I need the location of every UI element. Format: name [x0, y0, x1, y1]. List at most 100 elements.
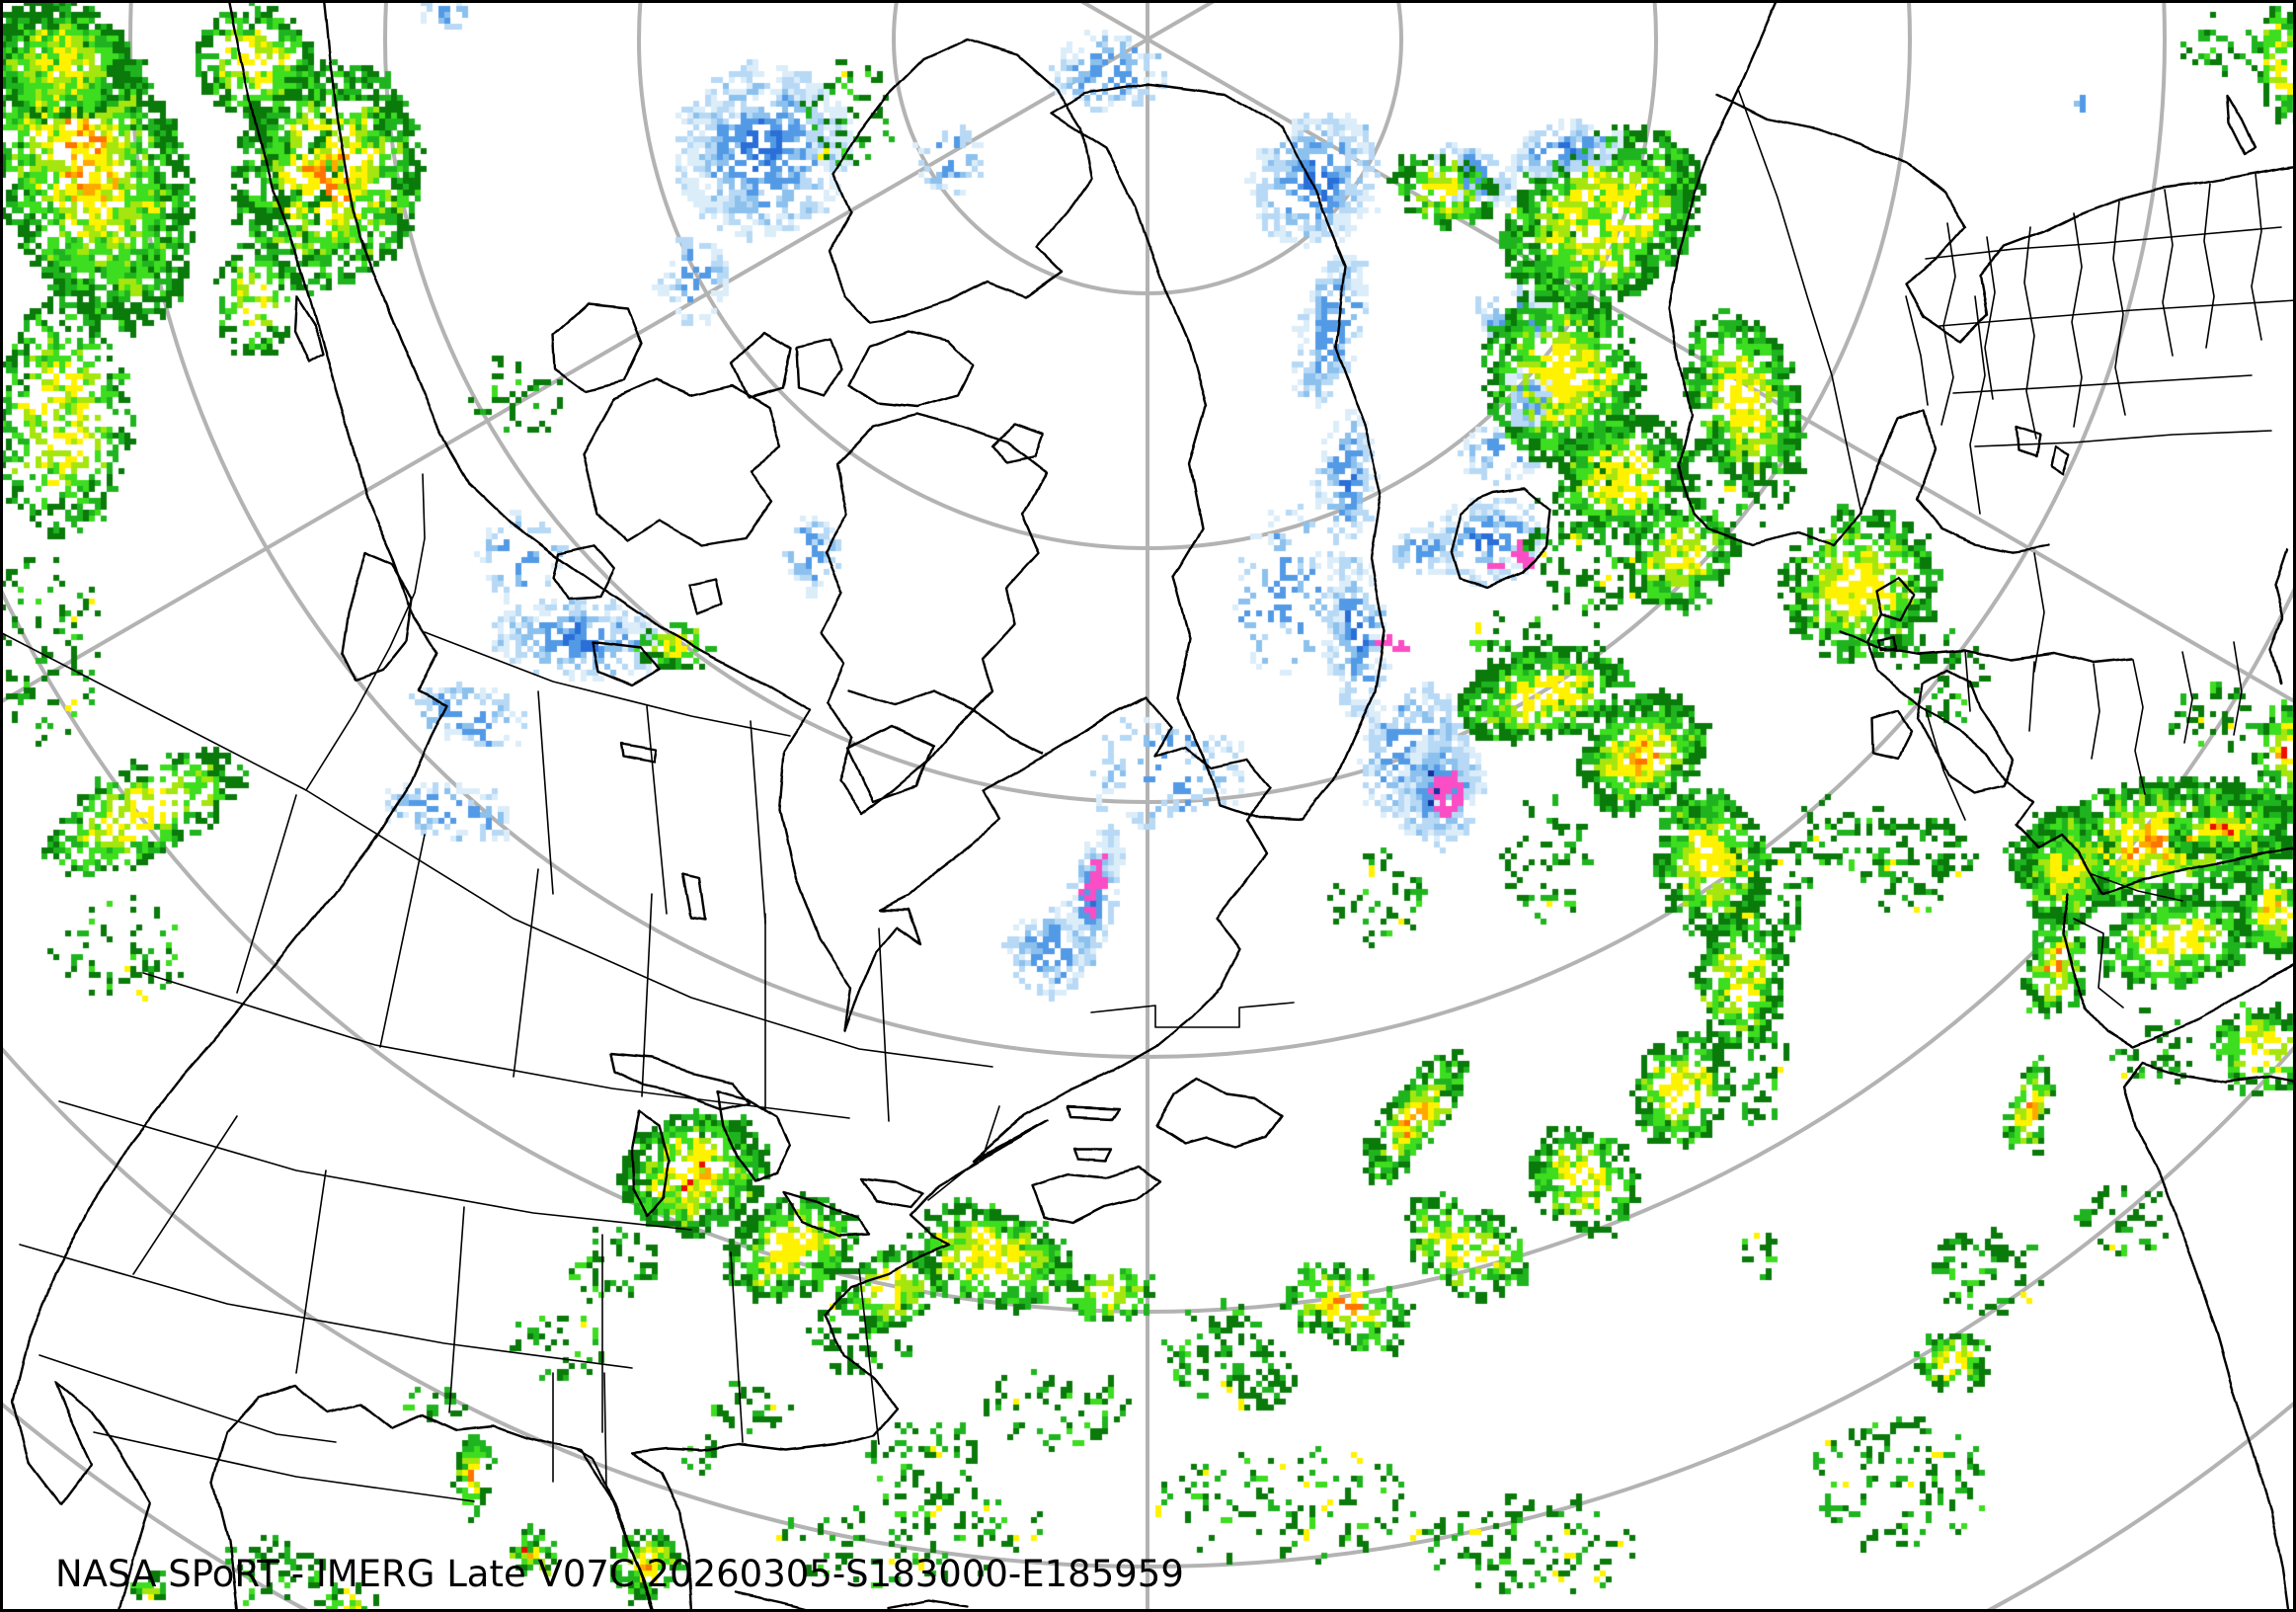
- map-path: [1716, 92, 2296, 343]
- map-path: [1737, 88, 1862, 515]
- map-path: [1952, 374, 2253, 394]
- map-path: [1667, 0, 2051, 553]
- map-path: [1450, 486, 1552, 590]
- map-path: [1874, 576, 1916, 622]
- map-path: [12, 0, 448, 1612]
- map-path: [551, 302, 644, 393]
- map-path: [1031, 1166, 1159, 1225]
- map-path: [1065, 1104, 1123, 1120]
- map-path: [990, 423, 1045, 464]
- map-path: [603, 1372, 607, 1488]
- map-path: [646, 705, 668, 915]
- map-path: [1155, 1077, 1284, 1150]
- map-path: [295, 1169, 327, 1374]
- map-path: [641, 893, 653, 1097]
- political-borders: [0, 88, 2296, 1502]
- map-path: [1869, 709, 1913, 761]
- map-path: [2091, 873, 2183, 902]
- map-path: [1876, 634, 1898, 652]
- map-path: [794, 338, 843, 397]
- map-path: [537, 690, 554, 895]
- map-path: [292, 294, 324, 363]
- map-path: [859, 1175, 924, 1209]
- map-path: [1939, 299, 2296, 327]
- coastlines: [12, 0, 2296, 1612]
- map-path: [731, 330, 792, 399]
- map-path: [2028, 661, 2035, 732]
- product-caption: NASA SPoRT - IMERG Late V07C 20260305-S1…: [55, 1553, 1184, 1595]
- map-path: [1925, 226, 2282, 260]
- map-path: [132, 1115, 238, 1275]
- map-path: [2050, 444, 2072, 476]
- map-path: [681, 871, 707, 923]
- map-path: [2073, 918, 2124, 1008]
- map-path: [878, 927, 890, 1122]
- map-path: [820, 413, 1047, 817]
- map-path: [2269, 547, 2289, 685]
- map-path: [1984, 236, 1996, 400]
- map-path: [715, 1088, 792, 1183]
- map-path: [1974, 430, 2272, 447]
- map-path: [1964, 649, 1971, 712]
- map-path: [687, 577, 725, 616]
- map-path: [1969, 295, 1986, 515]
- map-path: [2132, 659, 2146, 795]
- map-path: [305, 473, 426, 791]
- map-path: [828, 38, 1093, 323]
- map-path: [39, 1354, 337, 1443]
- map-path: [780, 1189, 871, 1239]
- map-path: [2033, 552, 2045, 673]
- map-path: [618, 743, 658, 765]
- map-path: [608, 1053, 752, 1110]
- map-path: [424, 631, 791, 737]
- map-path: [576, 1450, 656, 1612]
- map-path: [2251, 173, 2262, 341]
- map-path: [2121, 1060, 2291, 1612]
- map-path: [142, 972, 850, 1119]
- map-path: [2071, 212, 2083, 428]
- map-path: [847, 689, 1045, 755]
- map-path: [2162, 189, 2174, 357]
- map-path: [340, 551, 415, 682]
- map-path: [858, 1268, 880, 1445]
- map-path: [845, 725, 934, 804]
- map-path: [379, 834, 426, 1048]
- map-path: [236, 794, 297, 994]
- map-path: [2181, 651, 2193, 744]
- map-path: [2233, 641, 2243, 736]
- map-path: [58, 1100, 692, 1231]
- map-path: [927, 1137, 1016, 1201]
- map-path: [2226, 93, 2257, 156]
- map-path: [2023, 226, 2037, 440]
- map-path: [2203, 183, 2215, 349]
- map-path: [1864, 612, 2296, 896]
- map-path: [2091, 663, 2100, 760]
- map-path: [2141, 1060, 2296, 1084]
- map-path: [1090, 1002, 1295, 1028]
- map-path: [93, 1431, 475, 1502]
- map-path: [2015, 425, 2042, 458]
- map-path: [630, 1110, 672, 1219]
- map-path: [750, 720, 766, 925]
- map-path: [733, 1590, 822, 1612]
- map-path: [551, 543, 616, 601]
- map-path: [513, 868, 539, 1078]
- map-path: [448, 1206, 465, 1413]
- map-path: [1925, 708, 1966, 821]
- map-path: [887, 1598, 970, 1610]
- map-path: [1905, 295, 1929, 406]
- map-path: [847, 329, 975, 409]
- map-path: [581, 378, 782, 547]
- map-path: [730, 1251, 744, 1443]
- map-path: [322, 0, 1272, 1612]
- map-path: [982, 1105, 1000, 1159]
- map-path: [1072, 1146, 1114, 1162]
- map-path: [591, 640, 662, 687]
- map-path: [19, 1244, 633, 1369]
- map-path: [1837, 630, 2135, 666]
- map-path: [1050, 82, 1386, 822]
